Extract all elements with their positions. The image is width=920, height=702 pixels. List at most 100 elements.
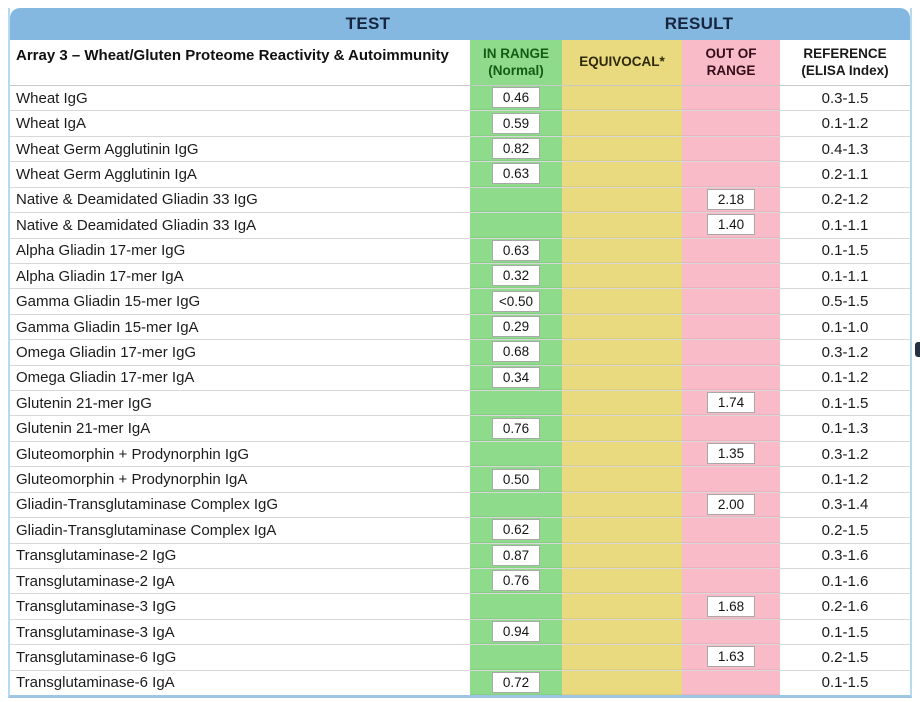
out-of-range-cell: [682, 543, 780, 569]
test-name: Transglutaminase-6 IgA: [16, 674, 175, 692]
in-range-cell: 0.34: [470, 365, 562, 391]
out-of-range-cell: [682, 86, 780, 111]
reference-range: 0.1-1.2: [821, 369, 869, 387]
in-range-cell: 0.32: [470, 263, 562, 289]
out-of-range-value: 1.68: [707, 595, 755, 617]
reference-range: 0.1-1.0: [821, 318, 869, 336]
in-range-cell: 0.59: [470, 111, 562, 136]
in-range-cell: 0.29: [470, 314, 562, 340]
reference-range: 0.2-1.5: [821, 648, 869, 666]
equivocal-cell: [562, 86, 682, 111]
in-range-value: 0.46: [492, 87, 540, 109]
in-range-value: 0.63: [492, 163, 540, 185]
in-range-value: 0.94: [492, 621, 540, 643]
test-name: Transglutaminase-2 IgA: [16, 572, 175, 590]
in-range-value: 0.32: [492, 265, 540, 287]
equivocal-cell: [562, 441, 682, 467]
table-row: Transglutaminase-2 IgG 0.87 0.3-1.6: [10, 543, 910, 570]
in-range-cell: 0.72: [470, 670, 562, 696]
column-header-in-range: IN RANGE (Normal): [470, 40, 562, 85]
in-range-value: 0.34: [492, 366, 540, 388]
in-range-value: 0.68: [492, 341, 540, 363]
reference-range: 0.2-1.6: [821, 598, 869, 616]
equivocal-cell: [562, 187, 682, 213]
column-header-reference: REFERENCE (ELISA Index): [780, 40, 910, 85]
test-name: Alpha Gliadin 17-mer IgA: [16, 267, 184, 285]
table-row: Wheat Germ Agglutinin IgA 0.63 0.2-1.1: [10, 162, 910, 188]
out-of-range-cell: [682, 619, 780, 645]
table-row: Wheat IgA 0.59 0.1-1.2: [10, 111, 910, 137]
out-of-range-cell: 1.74: [682, 391, 780, 416]
reference-range: 0.2-1.5: [821, 521, 869, 539]
equivocal-cell: [562, 543, 682, 569]
out-of-range-value: 1.74: [707, 392, 755, 414]
reference-header-line2: (ELISA Index): [801, 62, 889, 78]
out-of-range-cell: [682, 467, 780, 492]
out-of-range-value: 2.18: [707, 188, 755, 210]
out-of-range-cell: [682, 416, 780, 441]
table-row: Gluteomorphin + Prodynorphin IgG 1.35 0.…: [10, 441, 910, 468]
table-row: Native & Deamidated Gliadin 33 IgA 1.40 …: [10, 213, 910, 239]
table-row: Wheat IgG 0.46 0.3-1.5: [10, 86, 910, 112]
test-name: Gamma Gliadin 15-mer IgA: [16, 318, 199, 336]
reference-range: 0.1-1.5: [821, 394, 869, 412]
reference-range: 0.3-1.5: [821, 89, 869, 107]
in-range-value: 0.76: [492, 570, 540, 592]
in-range-header-line1: IN RANGE: [482, 45, 549, 61]
out-of-range-value: 2.00: [707, 493, 755, 515]
equivocal-header-label: EQUIVOCAL*: [579, 54, 665, 70]
column-header-equivocal: EQUIVOCAL*: [562, 40, 682, 85]
in-range-cell: [470, 492, 562, 518]
table-row: Gamma Gliadin 15-mer IgA 0.29 0.1-1.0: [10, 314, 910, 341]
equivocal-cell: [562, 594, 682, 619]
table-row: Wheat Germ Agglutinin IgG 0.82 0.4-1.3: [10, 136, 910, 163]
table-row: Gamma Gliadin 15-mer IgG <0.50 0.5-1.5: [10, 289, 910, 315]
out-of-range-cell: [682, 365, 780, 391]
scrollbar-thumb[interactable]: [915, 342, 920, 357]
out-of-range-cell: 1.35: [682, 441, 780, 467]
table-row: Glutenin 21-mer IgA 0.76 0.1-1.3: [10, 416, 910, 442]
in-range-cell: [470, 594, 562, 619]
equivocal-cell: [562, 136, 682, 162]
in-range-header-line2: (Normal): [488, 62, 544, 78]
table-row: Alpha Gliadin 17-mer IgA 0.32 0.1-1.1: [10, 263, 910, 290]
in-range-cell: 0.82: [470, 136, 562, 162]
test-rows: Wheat IgG 0.46 0.3-1.5 Wheat IgA 0.59 0.…: [10, 86, 910, 696]
test-name: Omega Gliadin 17-mer IgA: [16, 369, 195, 387]
equivocal-cell: [562, 416, 682, 441]
in-range-cell: [470, 441, 562, 467]
in-range-cell: 0.50: [470, 467, 562, 492]
table-row: Omega Gliadin 17-mer IgA 0.34 0.1-1.2: [10, 365, 910, 392]
test-name: Wheat Germ Agglutinin IgG: [16, 140, 199, 158]
table-row: Transglutaminase-3 IgA 0.94 0.1-1.5: [10, 619, 910, 646]
out-of-range-cell: [682, 238, 780, 263]
table-row: Omega Gliadin 17-mer IgG 0.68 0.3-1.2: [10, 340, 910, 366]
table-header-bar: TEST RESULT: [10, 8, 910, 40]
in-range-cell: 0.63: [470, 238, 562, 263]
test-name: Omega Gliadin 17-mer IgG: [16, 343, 197, 361]
in-range-value: 0.82: [492, 138, 540, 160]
test-name: Wheat IgG: [16, 89, 88, 107]
equivocal-cell: [562, 619, 682, 645]
out-of-range-cell: [682, 518, 780, 543]
equivocal-cell: [562, 340, 682, 365]
reference-range: 0.1-1.3: [821, 420, 869, 438]
table-row: Gliadin-Transglutaminase Complex IgA 0.6…: [10, 518, 910, 544]
reference-range: 0.3-1.2: [821, 343, 869, 361]
out-of-range-header-line2: RANGE: [706, 62, 756, 78]
test-name: Gliadin-Transglutaminase Complex IgG: [16, 496, 279, 514]
reference-header-line1: REFERENCE: [803, 45, 887, 61]
reference-range: 0.3-1.2: [821, 445, 869, 463]
reference-range: 0.4-1.3: [821, 140, 869, 158]
equivocal-cell: [562, 263, 682, 289]
out-of-range-cell: [682, 670, 780, 696]
array-group-title: Array 3 – Wheat/Gluten Proteome Reactivi…: [16, 47, 449, 64]
in-range-value: 0.63: [492, 239, 540, 261]
table-row: Native & Deamidated Gliadin 33 IgG 2.18 …: [10, 187, 910, 214]
out-of-range-value: 1.63: [707, 646, 755, 668]
reference-range: 0.1-1.1: [821, 267, 869, 285]
reference-range: 0.1-1.5: [821, 623, 869, 641]
header-result-label: RESULT: [664, 14, 734, 33]
table-row: Transglutaminase-6 IgA 0.72 0.1-1.5: [10, 670, 910, 696]
equivocal-cell: [562, 213, 682, 238]
